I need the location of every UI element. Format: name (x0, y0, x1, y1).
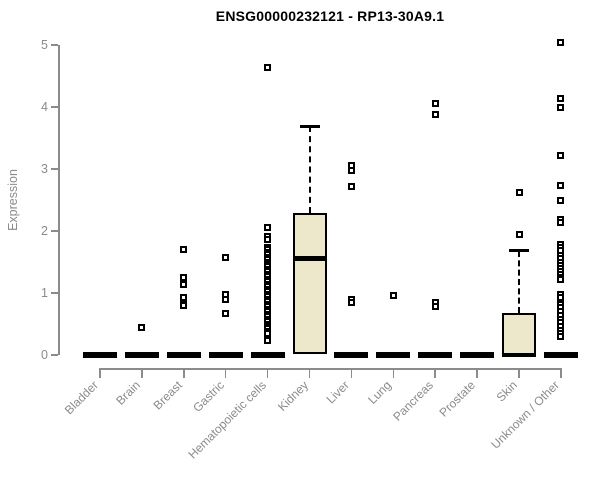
outlier-point (180, 281, 188, 289)
outlier-point (515, 231, 523, 239)
x-tick (476, 368, 478, 378)
outlier-point (557, 39, 565, 47)
y-tick-label: 1 (41, 286, 48, 300)
outlier-point (222, 309, 230, 317)
outlier-point (222, 254, 230, 262)
y-tick-label: 2 (41, 224, 48, 238)
x-axis-line (99, 368, 562, 370)
x-tick (224, 368, 227, 378)
x-tick (560, 368, 562, 378)
whisker-line (518, 250, 520, 313)
whisker-cap (299, 124, 320, 128)
outlier-point (557, 182, 565, 190)
y-tick (51, 230, 58, 232)
collapsed-box (166, 352, 201, 358)
outlier-point (431, 99, 439, 107)
median-line (292, 256, 327, 261)
collapsed-box (83, 352, 117, 358)
x-tick (183, 368, 185, 378)
collapsed-box (250, 352, 285, 358)
x-tick (392, 368, 395, 378)
y-tick (51, 292, 58, 294)
outlier-point (557, 276, 565, 284)
outlier-point (557, 94, 565, 102)
collapsed-box (376, 352, 411, 358)
outlier-point (557, 103, 565, 111)
outlier-point (557, 294, 565, 302)
outlier-point (557, 332, 565, 340)
outlier-point (557, 196, 565, 204)
collapsed-box (124, 352, 159, 358)
outlier-point (557, 219, 565, 227)
y-tick (51, 354, 58, 356)
outlier-point (264, 235, 272, 243)
median-line (502, 352, 536, 358)
x-tick (308, 368, 311, 378)
outlier-point (264, 329, 272, 337)
y-tick (51, 106, 58, 108)
x-tick (518, 368, 520, 378)
outlier-point (347, 167, 355, 175)
y-tick-label: 3 (41, 162, 48, 176)
y-tick (51, 168, 58, 170)
outlier-point (264, 224, 272, 232)
outlier-point (222, 295, 230, 303)
y-tick (51, 44, 58, 46)
outlier-point (515, 189, 523, 197)
collapsed-box (334, 352, 369, 358)
box (292, 213, 327, 354)
outlier-point (138, 324, 146, 332)
x-tick (350, 368, 353, 378)
x-tick (99, 368, 101, 378)
outlier-point (264, 64, 272, 72)
outlier-point (347, 183, 355, 191)
whisker-cap (509, 249, 529, 253)
outlier-point (431, 302, 439, 310)
x-tick (141, 368, 143, 378)
outlier-point (431, 110, 439, 118)
outlier-point (389, 291, 397, 299)
collapsed-box (543, 352, 578, 358)
y-tick-label: 4 (41, 100, 48, 114)
outlier-point (264, 337, 272, 345)
x-tick (434, 368, 436, 378)
collapsed-box (418, 352, 453, 358)
y-tick-label: 5 (41, 38, 48, 52)
whisker-line (308, 126, 311, 214)
x-tick (266, 368, 269, 378)
outlier-point (180, 274, 188, 281)
outlier-point (180, 301, 188, 309)
outlier-point (557, 152, 565, 160)
box (502, 312, 536, 355)
collapsed-box (460, 352, 495, 358)
y-tick-label: 0 (41, 348, 48, 362)
outlier-point (347, 299, 355, 307)
outlier-point (180, 246, 188, 254)
collapsed-box (208, 352, 243, 358)
chart-title: ENSG00000232121 - RP13-30A9.1 (215, 8, 445, 24)
y-axis-line (58, 45, 60, 355)
